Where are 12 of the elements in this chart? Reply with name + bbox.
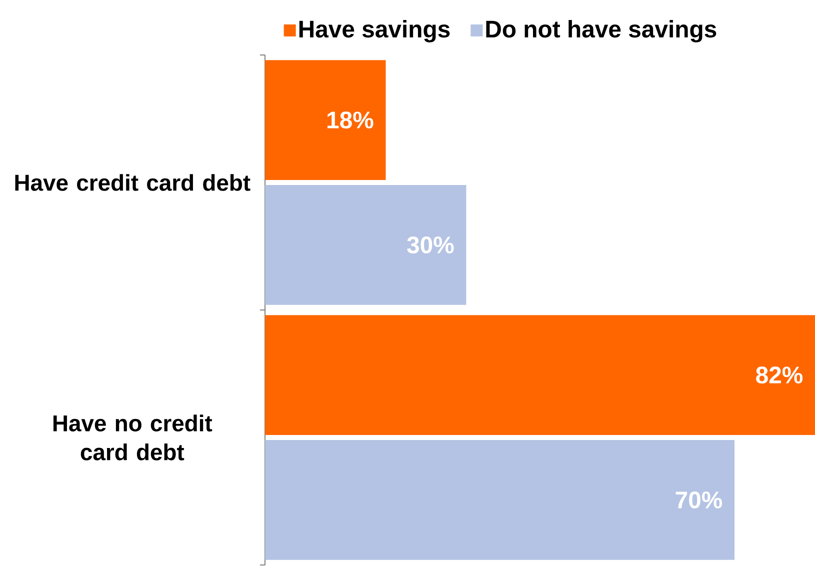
bar xyxy=(265,185,466,305)
bar xyxy=(265,315,815,435)
bar xyxy=(265,60,386,180)
data-label: 70% xyxy=(676,492,722,508)
y-tick-label: Have credit card debt xyxy=(15,174,250,191)
legend-label: Do not have savings xyxy=(486,20,716,42)
legend-label: Have savings xyxy=(299,20,450,42)
data-label: 18% xyxy=(328,112,374,128)
y-tick-label: Have no credit card debt xyxy=(53,414,212,460)
bar xyxy=(265,440,735,560)
data-label: 82% xyxy=(756,366,803,384)
data-label: 30% xyxy=(407,236,454,254)
